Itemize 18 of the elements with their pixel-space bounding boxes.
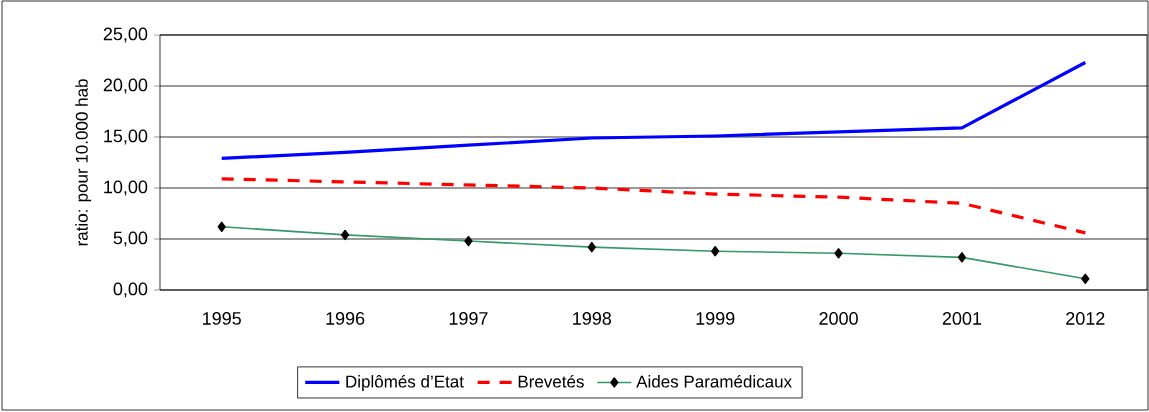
x-tick-label: 1999 bbox=[696, 312, 735, 325]
legend-label: Diplômés d’Etat bbox=[346, 374, 464, 391]
x-tick-label: 2001 bbox=[942, 312, 982, 325]
x-tick-label: 2012 bbox=[1066, 312, 1105, 325]
y-tick-label: 5,00 bbox=[113, 231, 148, 247]
y-tick-label: 25,00 bbox=[103, 27, 148, 43]
x-tick-label: 1995 bbox=[203, 312, 241, 325]
y-tick-label: 10,00 bbox=[104, 180, 148, 196]
y-tick-label: 0,00 bbox=[113, 282, 148, 298]
x-tick-label: 1997 bbox=[449, 312, 488, 325]
x-tick-label: 1996 bbox=[326, 312, 365, 325]
y-tick-label: 15,00 bbox=[104, 129, 148, 145]
legend-label: Aides Paramédicaux bbox=[636, 374, 792, 388]
y-axis-title: ratio: pour 10.000 hab bbox=[75, 79, 92, 246]
y-tick-label: 20,00 bbox=[103, 78, 148, 94]
x-tick-label: 2000 bbox=[819, 312, 858, 325]
x-tick-label: 1998 bbox=[573, 312, 612, 325]
legend-label: Brevetés bbox=[518, 374, 584, 388]
